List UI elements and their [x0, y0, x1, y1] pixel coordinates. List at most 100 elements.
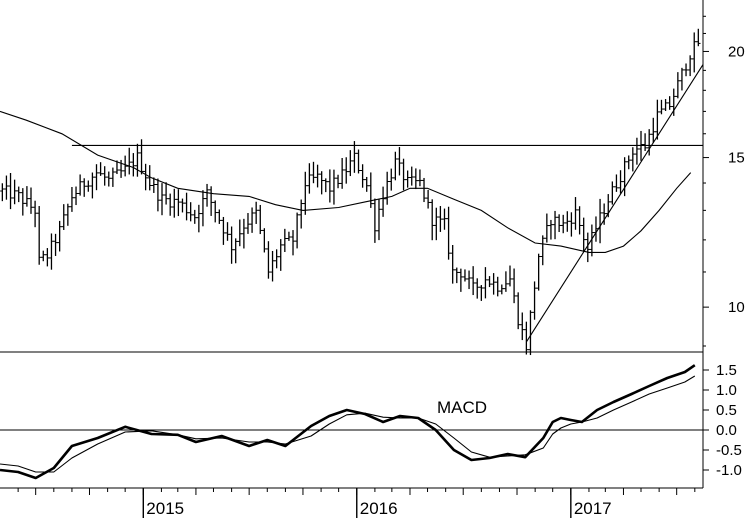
moving-average-line [0, 110, 692, 253]
price-bar [495, 276, 500, 297]
price-bar [364, 176, 369, 192]
price-bar [176, 189, 181, 217]
macd-series [0, 364, 696, 480]
price-bar [442, 208, 447, 230]
price-bar [82, 178, 87, 197]
price-bar [94, 164, 99, 191]
price-bar [57, 220, 62, 252]
price-bar [618, 170, 623, 194]
price-bar [16, 186, 21, 203]
price-bar [376, 199, 382, 241]
x-year-label: 2016 [360, 499, 398, 518]
price-bar [266, 241, 271, 279]
price-bar [651, 117, 656, 143]
price-bar [249, 207, 255, 233]
price-bar [425, 189, 431, 209]
price-bar [114, 160, 120, 175]
price-bar [544, 213, 550, 243]
price-bar [344, 157, 349, 184]
price-y-tick-label: 15 [728, 150, 745, 167]
price-bar [462, 269, 468, 282]
price-bar [45, 248, 50, 267]
price-bar [180, 198, 185, 213]
price-y-axis: 10 15 20 [703, 15, 745, 347]
price-bar [290, 230, 296, 256]
price-bar [679, 67, 685, 91]
price-bar [245, 213, 251, 234]
macd-y-tick-label: 1.0 [716, 382, 737, 399]
price-bar [286, 231, 292, 241]
macd-y-tick-label: -1.0 [716, 462, 742, 479]
price-bar [331, 169, 337, 205]
price-bar [356, 149, 361, 174]
price-bar [524, 321, 529, 355]
price-panel: 10 15 20 [0, 15, 745, 356]
price-bar [102, 166, 107, 186]
price-bar [659, 99, 664, 115]
price-bar [221, 216, 226, 245]
price-bar [237, 219, 242, 247]
price-bar [61, 204, 66, 230]
price-bar [360, 164, 365, 188]
price-bar [147, 165, 152, 191]
price-bar [323, 178, 328, 193]
price-bar [540, 235, 545, 266]
price-bar [622, 157, 627, 197]
price-bar [630, 147, 636, 172]
price-bar [610, 181, 615, 205]
price-bar [294, 212, 300, 249]
price-y-tick-label: 10 [728, 299, 745, 316]
price-bar [393, 151, 398, 181]
x-year-label: 2015 [146, 499, 184, 518]
price-bar [262, 228, 267, 253]
price-bar [77, 174, 83, 196]
price-y-tick-label: 20 [728, 43, 745, 60]
price-bar [278, 239, 283, 271]
price-trend-lines [71, 64, 704, 343]
price-bar [483, 267, 488, 299]
x-year-label: 2017 [574, 499, 612, 518]
price-bar [53, 233, 58, 256]
price-bar [589, 224, 595, 257]
price-bar [90, 172, 95, 199]
price-bar [491, 273, 496, 295]
price-bar [372, 198, 378, 243]
price-bar [687, 55, 693, 77]
price-bar [532, 281, 537, 320]
trend-line [525, 64, 704, 343]
price-bar [32, 200, 38, 228]
price-bar [151, 177, 157, 193]
price-bar [28, 187, 34, 214]
price-bar [479, 285, 484, 301]
price-bar [470, 266, 476, 296]
price-bar [634, 137, 640, 165]
price-bar [614, 174, 619, 192]
price-bar [299, 199, 304, 229]
price-bar [667, 96, 672, 110]
price-bar [122, 155, 128, 177]
price-bar [552, 210, 558, 240]
price-bar [663, 99, 668, 111]
price-bar [348, 150, 353, 177]
price-bar [458, 268, 464, 292]
price-bar [307, 163, 312, 194]
macd-y-tick-label: 0.0 [716, 422, 737, 439]
price-bar [303, 171, 308, 215]
price-bar [65, 203, 71, 226]
price-bars [0, 28, 701, 356]
price-bar [585, 232, 590, 263]
price-bar [655, 99, 660, 140]
price-bar [581, 217, 586, 253]
price-bar [8, 173, 13, 210]
macd-panel: MACD -1.0 -0.5 0.0 0.5 1.0 1.5 [0, 362, 742, 480]
price-bar [696, 28, 701, 47]
price-bar [389, 168, 394, 191]
price-bar [675, 72, 681, 99]
price-bar [270, 250, 275, 282]
price-bar [184, 192, 189, 221]
price-bar [646, 129, 652, 156]
price-bar [229, 226, 234, 264]
price-bar [413, 168, 419, 190]
